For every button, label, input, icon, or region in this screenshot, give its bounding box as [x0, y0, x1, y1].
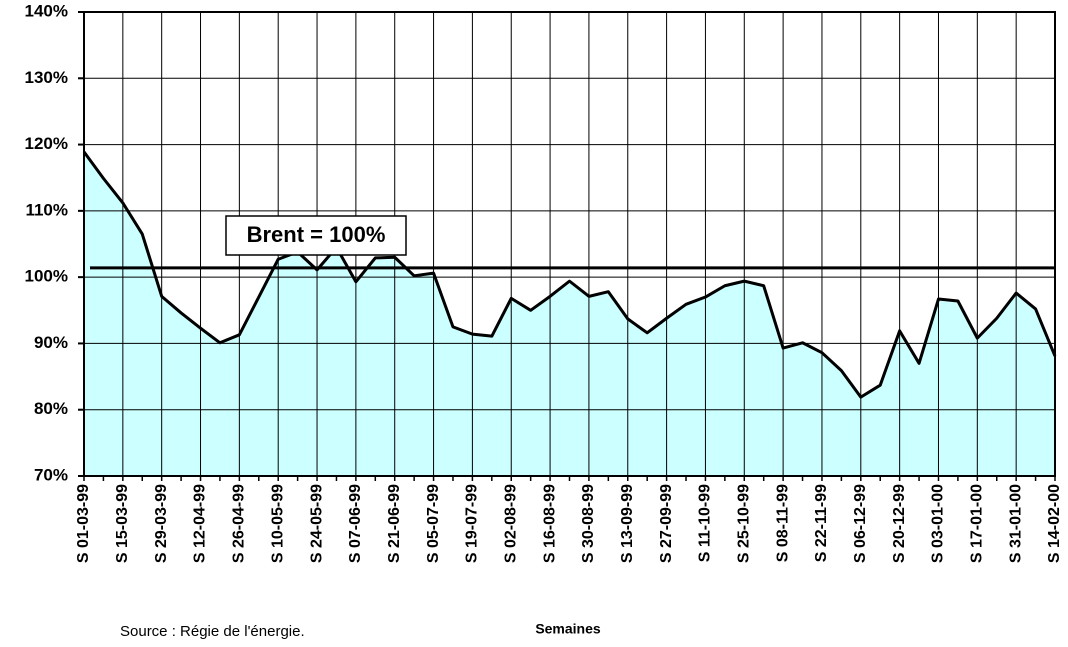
x-tick-label: S 11-10-99 — [697, 484, 714, 562]
x-tick-label: S 20-12-99 — [891, 484, 908, 563]
x-tick-label: S 29-03-99 — [153, 484, 170, 563]
x-tick-label: S 12-04-99 — [192, 484, 209, 563]
x-tick-label: S 17-01-00 — [969, 484, 986, 563]
x-tick-label: S 05-07-99 — [425, 484, 442, 563]
x-tick-label: S 21-06-99 — [386, 484, 403, 563]
x-tick-label: S 16-08-99 — [541, 484, 558, 563]
area — [84, 151, 1055, 476]
x-tick-label: S 08-11-99 — [774, 484, 791, 562]
x-tick-label: S 13-09-99 — [619, 484, 636, 563]
x-tick-label: S 19-07-99 — [464, 484, 481, 563]
y-tick-label: 130% — [25, 68, 68, 87]
annotation-box — [225, 215, 407, 256]
x-axis-label: Semaines — [535, 621, 601, 637]
line — [82, 150, 1057, 399]
y-tick-label: 100% — [25, 267, 68, 286]
x-tick-label: S 25-10-99 — [735, 484, 752, 563]
x-tick-label: S 10-05-99 — [269, 484, 286, 563]
x-tick-label: S 01-03-99 — [75, 484, 92, 563]
x-tick-label: S 15-03-99 — [114, 484, 131, 563]
x-tick-label: S 14-02-00 — [1046, 484, 1063, 563]
y-tick-label: 140% — [25, 1, 68, 20]
x-tick-label: S 31-01-00 — [1007, 484, 1024, 563]
y-tick-label: 80% — [34, 399, 68, 418]
x-tick-label: S 22-11-99 — [813, 484, 830, 562]
y-tick-label: 110% — [25, 200, 68, 219]
x-tick-label: S 30-08-99 — [580, 484, 597, 563]
x-tick-label: S 03-01-00 — [930, 484, 947, 563]
x-tick-label: S 02-08-99 — [502, 484, 519, 563]
y-tick-label: 120% — [25, 134, 68, 153]
x-tick-label: S 26-04-99 — [231, 484, 248, 563]
y-tick-label: 70% — [34, 465, 68, 484]
x-tick-label: S 24-05-99 — [308, 484, 325, 563]
x-tick-label: S 06-12-99 — [852, 484, 869, 563]
source-note: Source : Régie de l'énergie. — [120, 623, 305, 640]
x-tick-label: S 27-09-99 — [658, 484, 675, 563]
x-tick-label: S 07-06-99 — [347, 484, 364, 563]
annotation: Brent = 100% — [247, 222, 386, 247]
y-tick-label: 90% — [34, 333, 68, 352]
